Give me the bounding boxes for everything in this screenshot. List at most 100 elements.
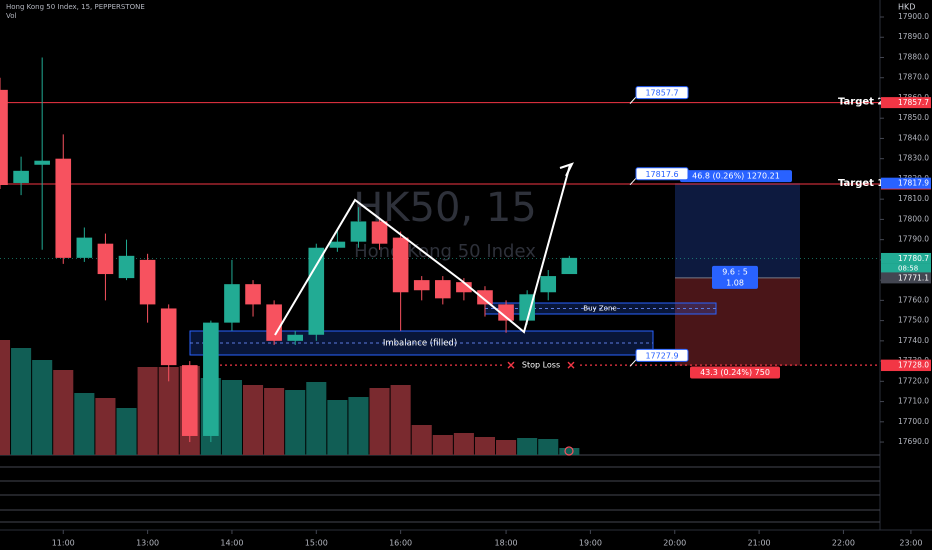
candle-body [160,308,177,366]
ratio-label: 9.6 : 5 [722,267,748,276]
x-tick-label: 19:00 [579,539,602,548]
profit-zone [675,183,800,278]
volume-bar [559,448,580,455]
y-tick-label: 17790.0 [898,235,929,244]
y-tick-label: 17700.0 [898,417,929,426]
price-tag-label: 17771.1 [898,273,929,282]
overlay-layer: 46.8 (0.26%) 1270.21 9.6 : 5 1.08 43.3 (0.2… [274,86,792,456]
callout-label: 17857.7 [645,89,678,98]
candle-body [477,290,493,305]
volume-bar [137,367,158,455]
x-tick-label: 22:00 [832,539,855,548]
candle-body [139,259,156,305]
volume-bar [538,439,559,455]
loss-label-bg [690,366,780,379]
y-tick-label: 17840.0 [898,133,929,142]
x-tick-label: 18:00 [495,539,518,548]
callout-box [635,167,689,181]
price-tag [881,177,931,189]
x-tick-label: 21:00 [748,539,771,548]
price-tag [881,359,931,371]
candle-body [519,294,535,321]
x-tick-label: 15:00 [305,539,328,548]
stop-loss-bg [505,359,577,372]
volume-bar [474,437,496,455]
y-tick-label: 17830.0 [898,154,929,163]
candle-body [329,241,346,248]
x-tick-label: 14:00 [220,539,243,548]
callout-box [635,348,689,362]
volume-bar [390,385,411,455]
callout-label: 17727.9 [645,351,678,360]
volume-bar [496,440,517,455]
volume-bar [327,400,348,455]
stop-loss-label: Stop Loss [522,361,560,370]
candle-body [266,304,282,341]
volume-bar [242,385,264,455]
volume-bar [11,348,32,455]
profit-label-bg [680,170,792,183]
volume-bar [285,390,306,455]
y-tick-label: 17750.0 [898,316,929,325]
volume-bar [95,398,116,455]
symbol-header: Hong Kong 50 Index, 15, PEPPERSTONE [6,3,145,11]
callout-box [635,86,689,100]
x-tick-label: 13:00 [136,539,159,548]
candle-body [55,158,72,258]
volume-bar [0,340,11,455]
axis-layer: 17690.017700.017710.017720.017730.017740… [52,12,931,548]
candle-body [371,221,388,244]
price-tag [881,97,931,109]
volume-bar [306,382,327,455]
candle-body [540,276,557,293]
candle-body [203,322,219,436]
x-tick-label: 20:00 [663,539,686,548]
candle-body [350,221,367,242]
ratio-value: 1.08 [726,278,744,287]
y-tick-label: 17760.0 [898,295,929,304]
volume-bar [369,388,390,455]
indicator-icon [564,446,574,456]
volume-bar [432,435,453,455]
volume-bar [74,393,95,455]
y-tick-label: 17740.0 [898,336,929,345]
candle-layer [0,57,578,443]
candle-body [308,247,325,335]
volume-bar [264,388,285,455]
zone-label: Buy Zone [583,305,616,313]
price-tag-label: 17857.7 [898,98,929,107]
y-tick-label: 17690.0 [898,437,929,446]
candle-body [287,334,304,341]
y-tick-label: 17720.0 [898,376,929,385]
target-label: Target 2 [838,97,884,108]
volume-bar [348,397,369,455]
volume-bar [116,408,137,455]
ratio-bg [712,265,758,289]
currency: HKD [898,3,915,12]
candle-body [413,280,430,291]
y-tick-label: 17900.0 [898,12,929,21]
candle-body [13,170,29,183]
candle-body [456,282,472,293]
target-label: Target 1 [838,178,884,189]
y-tick-label: 17880.0 [898,52,929,61]
stop-loss-icon [567,361,575,369]
y-tick-label: 17870.0 [898,73,929,82]
price-tag-label: 17780.7 [898,254,929,263]
volume-bar [221,380,242,455]
x-tick-label: 16:00 [389,539,412,548]
x-tick-label: 23:00 [899,539,922,548]
zone-label: Imbalance (filled) [383,339,457,349]
volume-bar [453,433,474,455]
price-tag [881,272,931,284]
volume-header: Vol [6,12,17,20]
volume-bar [158,367,179,455]
drawings-layer: Imbalance (filled) Buy Zone Target 2 Target… [0,97,884,372]
stop-loss-icon [507,361,515,369]
y-tick-label: 17810.0 [898,194,929,203]
volume-bar [411,425,432,455]
candle-body [392,237,409,293]
price-tag-label: 17728.0 [898,361,929,370]
countdown-label: 08:58 [898,264,918,272]
